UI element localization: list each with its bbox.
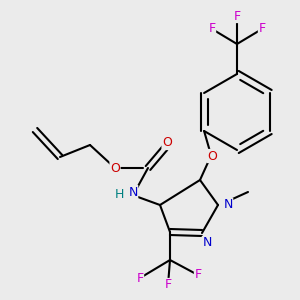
Text: F: F <box>136 272 144 284</box>
Text: N: N <box>128 185 138 199</box>
Text: O: O <box>207 149 217 163</box>
Text: H: H <box>114 188 124 202</box>
Text: F: F <box>164 278 172 292</box>
Text: N: N <box>223 199 233 212</box>
Text: F: F <box>194 268 202 281</box>
Text: F: F <box>208 22 216 35</box>
Text: O: O <box>110 161 120 175</box>
Text: F: F <box>233 10 241 22</box>
Text: O: O <box>162 136 172 149</box>
Text: N: N <box>202 236 212 250</box>
Text: F: F <box>258 22 266 35</box>
